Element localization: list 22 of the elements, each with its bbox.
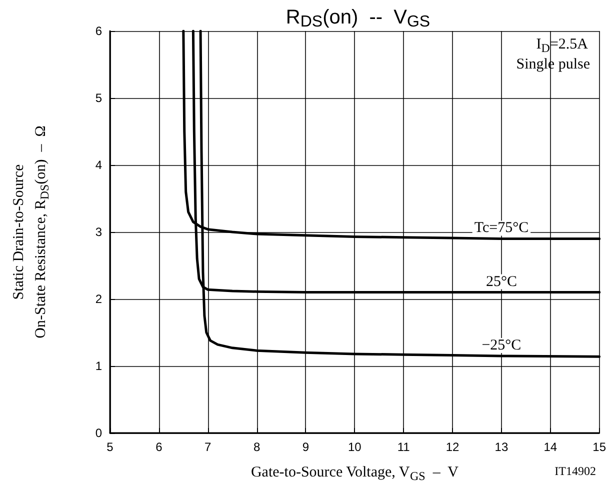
x-tick-label: 8 — [253, 440, 260, 454]
y-tick-label: 0 — [95, 426, 102, 440]
x-tick-label: 14 — [544, 440, 558, 454]
y-tick-label: 2 — [95, 292, 102, 306]
series-label: Tc=75°C — [474, 220, 529, 236]
x-tick-label: 12 — [446, 440, 460, 454]
text: IT14902 — [554, 464, 596, 478]
x-tick-label: 10 — [348, 440, 362, 454]
y-tick-label: 3 — [95, 225, 102, 239]
y-tick-label: 1 — [95, 359, 102, 373]
x-tick-label: 15 — [592, 440, 606, 454]
x-tick-label: 11 — [397, 440, 410, 454]
x-tick-label: 6 — [156, 440, 163, 454]
x-tick-label: 13 — [494, 440, 508, 454]
series-label: −25°C — [482, 337, 522, 354]
y-tick-label: 5 — [95, 91, 102, 105]
x-tick-label: 5 — [106, 440, 114, 454]
y-tick-label: 6 — [95, 24, 102, 38]
x-tick-label: 9 — [302, 440, 310, 454]
y-tick-label: 4 — [95, 158, 102, 172]
x-tick-label: 7 — [204, 440, 212, 454]
series-label: 25°C — [486, 274, 517, 290]
